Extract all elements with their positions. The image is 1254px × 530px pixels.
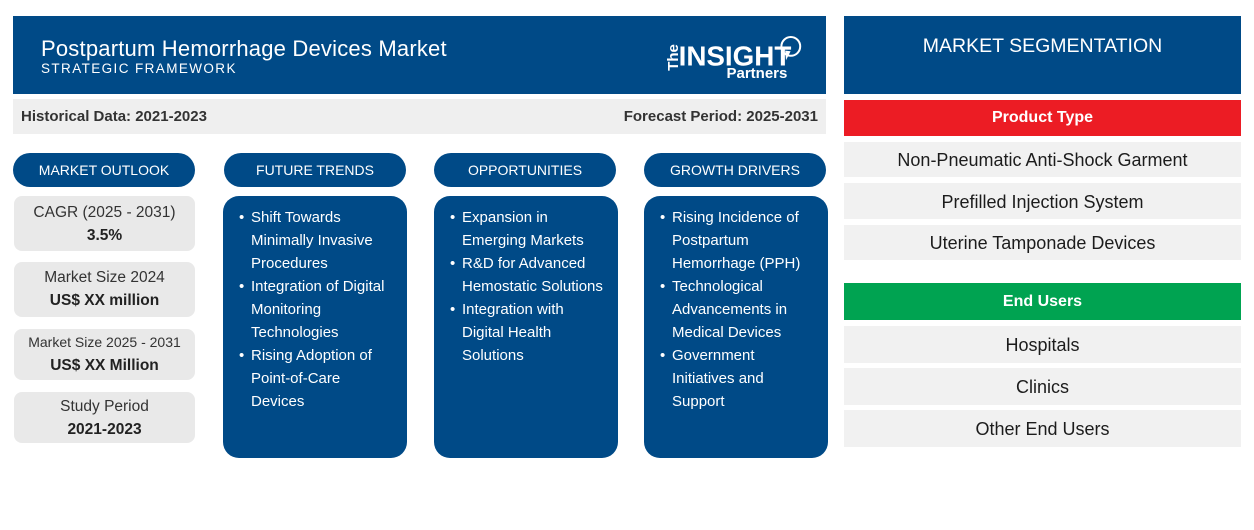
svg-text:INSIGHT: INSIGHT [679, 41, 792, 72]
svg-text:Partners: Partners [727, 65, 788, 82]
svg-text:The: The [665, 44, 682, 71]
